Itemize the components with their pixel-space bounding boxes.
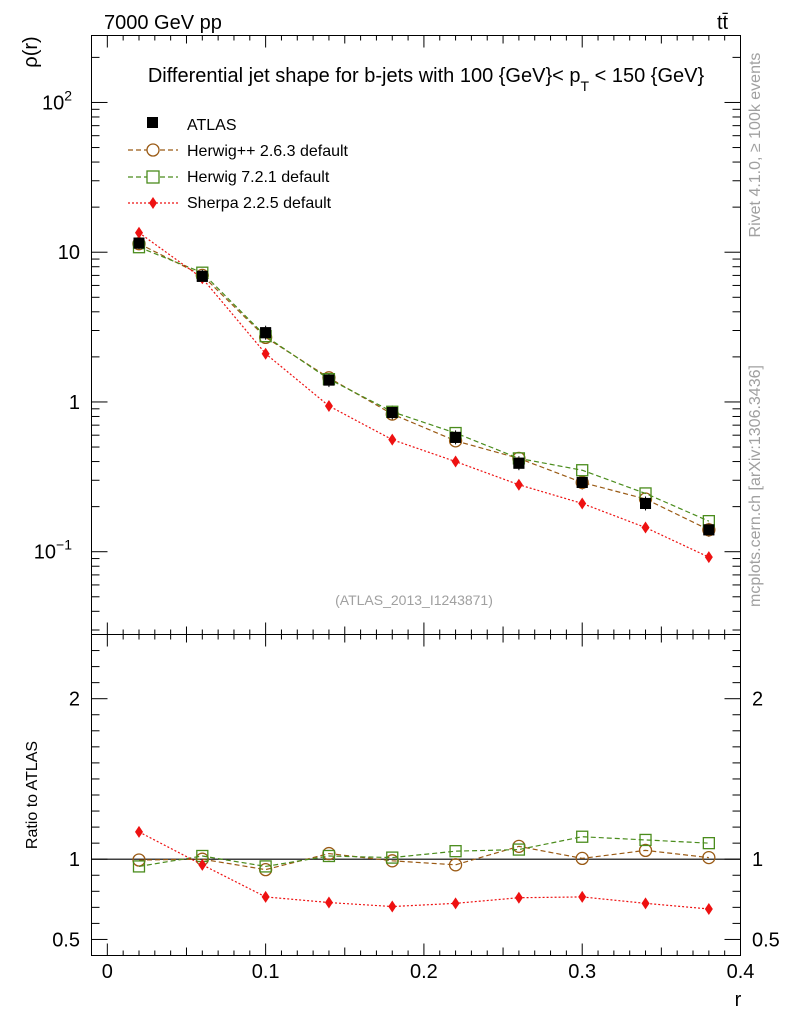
legend-sherpa-marker xyxy=(149,197,157,209)
atlas-data-point-top xyxy=(703,524,715,536)
herwig7-point xyxy=(512,843,526,856)
x-axis-label: r xyxy=(735,989,742,1011)
legend-sherpa-label: Sherpa 2.2.5 default xyxy=(187,195,332,212)
sherpa-point xyxy=(641,521,650,534)
legend-herwig7-marker xyxy=(146,170,160,184)
y-tick-label: 1 xyxy=(69,392,80,414)
sherpa-point xyxy=(704,902,713,915)
atlas-data-point-top xyxy=(576,476,588,488)
ratio-y-tick-labels: 0.5 0.5 1 1 2 2 xyxy=(52,689,780,952)
sherpa-point xyxy=(134,825,143,838)
legend-atlas-marker xyxy=(147,117,158,128)
main-y-tick-labels: 10−1 1 10 102 xyxy=(34,87,80,563)
x-tick-label: 0.4 xyxy=(727,961,755,983)
sherpa-point xyxy=(641,897,650,910)
ratio-y-tick-label-left: 0.5 xyxy=(52,929,80,951)
herwigpp-line xyxy=(138,845,709,871)
herwig7-point xyxy=(449,845,462,858)
sherpa-point xyxy=(578,497,587,510)
rivet-version-label: Rivet 4.1.0, ≥ 100k events xyxy=(747,53,764,238)
main-series-group xyxy=(132,226,716,564)
atlas-data-point-top xyxy=(196,270,208,282)
atlas-data-point-top xyxy=(640,497,652,509)
x-tick-label: 0.1 xyxy=(252,961,280,983)
sherpa-point xyxy=(388,433,397,446)
sherpa-point xyxy=(451,455,460,468)
chart-title: Differential jet shape for b-jets with 1… xyxy=(148,65,705,94)
ratio-y-tick-label-right: 2 xyxy=(752,689,763,711)
legend-atlas-label: ATLAS xyxy=(187,117,237,134)
sherpa-line xyxy=(138,232,710,558)
atlas-data-point-top xyxy=(133,237,145,249)
analysis-watermark: (ATLAS_2013_I1243871) xyxy=(335,592,493,608)
herwig7-line xyxy=(138,836,709,868)
atlas-data-point-top xyxy=(323,374,335,386)
mcplots-label: mcplots.cern.ch [arXiv:1306.3436] xyxy=(747,365,764,607)
x-tick-label: 0 xyxy=(102,961,113,983)
herwigpp-point xyxy=(702,850,716,865)
process-label: tt̄ xyxy=(717,12,729,34)
sherpa-point xyxy=(134,226,143,239)
x-tick-labels: 0 0.1 0.2 0.3 0.4 xyxy=(102,961,755,983)
main-axis-ticks xyxy=(91,35,741,635)
herwig7-point xyxy=(259,860,272,873)
y-tick-label: 102 xyxy=(42,87,72,114)
herwigpp-point xyxy=(575,851,589,866)
sherpa-point xyxy=(324,896,333,909)
ratio-y-tick-label-left: 1 xyxy=(69,849,80,871)
herwig7-line xyxy=(138,246,710,522)
atlas-data-point-top xyxy=(260,327,272,339)
sherpa-point xyxy=(261,347,270,360)
herwigpp-point xyxy=(702,523,716,537)
sherpa-point xyxy=(324,399,333,412)
herwig7-point xyxy=(386,851,399,864)
x-tick-label: 0.2 xyxy=(410,961,438,983)
herwigpp-point xyxy=(638,843,653,858)
atlas-data-point-top xyxy=(513,457,525,469)
ratio-y-tick-label-right: 0.5 xyxy=(752,929,780,951)
energy-label: 7000 GeV pp xyxy=(104,12,222,34)
ratio-y-axis-label: Ratio to ATLAS xyxy=(24,741,41,849)
ratio-series-group xyxy=(132,825,716,915)
herwig7-point xyxy=(132,860,146,873)
sherpa-point xyxy=(704,551,713,564)
legend-herwigpp-label: Herwig++ 2.6.3 default xyxy=(187,143,349,160)
sherpa-point xyxy=(514,891,523,904)
sherpa-point xyxy=(198,858,207,871)
x-tick-label: 0.3 xyxy=(568,961,596,983)
herwig7-point xyxy=(576,830,589,843)
herwig7-point xyxy=(702,837,715,850)
legend-herwigpp-marker xyxy=(146,143,160,157)
sherpa-point xyxy=(578,890,587,903)
y-tick-label: 10−1 xyxy=(34,537,72,564)
herwig7-point xyxy=(576,464,589,477)
herwigpp-line xyxy=(138,243,710,531)
ratio-axis-ticks xyxy=(91,634,741,956)
atlas-data-point-top xyxy=(386,407,398,419)
herwig7-point xyxy=(322,849,336,863)
sherpa-line xyxy=(138,831,709,910)
sherpa-point xyxy=(261,890,270,903)
y-tick-label: 10 xyxy=(58,242,80,264)
ratio-y-tick-label-left: 2 xyxy=(69,689,80,711)
atlas-data-point-top xyxy=(450,431,462,443)
herwigpp-point xyxy=(575,475,589,490)
herwigpp-point xyxy=(448,858,463,872)
main-y-axis-label: ρ(r) xyxy=(20,36,42,67)
sherpa-point xyxy=(451,897,460,910)
herwig7-point xyxy=(639,833,652,847)
ratio-y-tick-label-right: 1 xyxy=(752,849,763,871)
legend: ATLAS Herwig++ 2.6.3 default Herwig 7.2.… xyxy=(128,117,349,212)
sherpa-point xyxy=(388,900,397,913)
sherpa-point xyxy=(514,478,523,491)
legend-herwig7-label: Herwig 7.2.1 default xyxy=(187,169,330,186)
